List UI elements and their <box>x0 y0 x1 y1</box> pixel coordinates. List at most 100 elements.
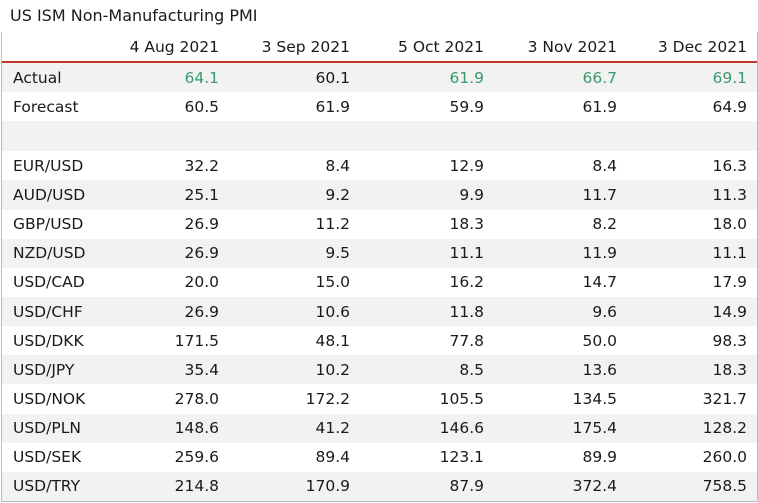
table-cell: 11.3 <box>627 180 757 210</box>
table-row: EUR/USD 32.2 8.4 12.9 8.4 16.3 <box>2 151 757 180</box>
row-label: USD/DKK <box>13 331 84 350</box>
table-cell: 175.4 <box>494 413 627 443</box>
table-cell: 16.3 <box>712 156 747 175</box>
table-cell: 12.9 <box>449 156 484 175</box>
table-cell: 50.0 <box>582 331 617 350</box>
table-cell: 14.7 <box>582 273 617 292</box>
table-cell: 9.9 <box>360 180 494 210</box>
row-label: EUR/USD <box>13 156 84 175</box>
column-header: 3 Dec 2021 <box>627 32 757 63</box>
table-cell: 8.5 <box>360 355 494 385</box>
table-cell: 26.9 <box>111 238 229 268</box>
table-cell: 77.8 <box>449 331 484 350</box>
row-label: USD/CHF <box>2 296 111 327</box>
column-header: 3 Nov 2021 <box>494 32 627 63</box>
table-cell: 26.9 <box>111 296 229 327</box>
table-cell: 372.4 <box>494 471 627 501</box>
row-label: AUD/USD <box>2 180 111 210</box>
table-cell: 11.8 <box>360 296 494 327</box>
table-row: USD/NOK 278.0 172.2 105.5 134.5 321.7 <box>2 384 757 413</box>
table-row: AUD/USD 25.1 9.2 9.9 11.7 11.3 <box>2 180 757 210</box>
table-cell: 59.9 <box>449 97 484 116</box>
table-cell: 35.4 <box>111 355 229 385</box>
table-row-actual: Actual 64.1 60.1 61.9 66.7 69.1 <box>2 62 757 93</box>
table-cell: 18.3 <box>449 215 484 234</box>
table-cell: 26.9 <box>184 215 219 234</box>
table-cell: 11.9 <box>494 238 627 268</box>
column-header: 4 Aug 2021 <box>111 32 229 63</box>
table-cell: 89.4 <box>315 448 350 467</box>
header-corner <box>2 32 111 63</box>
pmi-table: 4 Aug 2021 3 Sep 2021 5 Oct 2021 3 Nov 2… <box>2 32 757 501</box>
table-cell: 48.1 <box>315 331 350 350</box>
table-cell: 60.1 <box>229 62 360 93</box>
row-label: GBP/USD <box>13 215 84 234</box>
table-cell: 32.2 <box>184 156 219 175</box>
table-cell: 9.5 <box>229 238 360 268</box>
table-cell: 17.9 <box>712 273 747 292</box>
row-label: USD/JPY <box>2 355 111 385</box>
row-label: USD/CAD <box>13 273 85 292</box>
table-row: USD/JPY 35.4 10.2 8.5 13.6 18.3 <box>2 355 757 385</box>
table-row: USD/PLN 148.6 41.2 146.6 175.4 128.2 <box>2 413 757 443</box>
row-label: Actual <box>2 62 111 93</box>
table-row-forecast: Forecast 60.5 61.9 59.9 61.9 64.9 <box>2 92 757 121</box>
table-cell: 18.3 <box>627 355 757 385</box>
table-cell: 148.6 <box>111 413 229 443</box>
table-cell: 172.2 <box>305 389 350 408</box>
table-cell: 20.0 <box>184 273 219 292</box>
table-cell: 66.7 <box>494 62 627 93</box>
table-cell: 11.1 <box>360 238 494 268</box>
table-cell: 260.0 <box>702 448 747 467</box>
table-cell: 8.4 <box>592 156 617 175</box>
data-table-frame: 4 Aug 2021 3 Sep 2021 5 Oct 2021 3 Nov 2… <box>1 32 758 502</box>
table-cell <box>627 121 757 152</box>
table-cell: 64.9 <box>712 97 747 116</box>
table-cell <box>111 121 229 152</box>
table-cell: 61.9 <box>582 97 617 116</box>
table-cell <box>494 121 627 152</box>
table-cell: 134.5 <box>572 389 617 408</box>
table-cell: 123.1 <box>439 448 484 467</box>
table-cell: 18.0 <box>712 215 747 234</box>
table-row: USD/TRY 214.8 170.9 87.9 372.4 758.5 <box>2 471 757 501</box>
table-row: USD/SEK 259.6 89.4 123.1 89.9 260.0 <box>2 443 757 472</box>
table-row: USD/DKK 171.5 48.1 77.8 50.0 98.3 <box>2 326 757 355</box>
column-header: 3 Sep 2021 <box>229 32 360 63</box>
table-cell: 13.6 <box>494 355 627 385</box>
table-cell: 758.5 <box>627 471 757 501</box>
table-cell: 170.9 <box>229 471 360 501</box>
header-row: 4 Aug 2021 3 Sep 2021 5 Oct 2021 3 Nov 2… <box>2 32 757 63</box>
column-header: 5 Oct 2021 <box>360 32 494 63</box>
table-cell: 259.6 <box>174 448 219 467</box>
row-label: USD/SEK <box>13 448 82 467</box>
row-label <box>2 121 111 152</box>
table-cell: 128.2 <box>627 413 757 443</box>
table-cell: 25.1 <box>111 180 229 210</box>
table-row: NZD/USD 26.9 9.5 11.1 11.9 11.1 <box>2 238 757 268</box>
table-cell: 41.2 <box>229 413 360 443</box>
table-title: US ISM Non-Manufacturing PMI <box>10 6 258 25</box>
table-cell: 61.9 <box>360 62 494 93</box>
table-cell: 15.0 <box>315 273 350 292</box>
table-cell: 98.3 <box>712 331 747 350</box>
table-row-spacer <box>2 121 757 152</box>
table-row: USD/CAD 20.0 15.0 16.2 14.7 17.9 <box>2 268 757 297</box>
table-cell: 9.2 <box>229 180 360 210</box>
table-cell: 89.9 <box>582 448 617 467</box>
table-cell: 11.2 <box>315 215 350 234</box>
table-cell: 87.9 <box>360 471 494 501</box>
row-label: NZD/USD <box>2 238 111 268</box>
table-row: GBP/USD 26.9 11.2 18.3 8.2 18.0 <box>2 210 757 239</box>
row-label: USD/NOK <box>13 389 86 408</box>
table-cell: 14.9 <box>627 296 757 327</box>
row-label: USD/PLN <box>2 413 111 443</box>
table-cell: 171.5 <box>174 331 219 350</box>
table-cell: 11.1 <box>627 238 757 268</box>
row-label: Forecast <box>13 97 79 116</box>
table-row: USD/CHF 26.9 10.6 11.8 9.6 14.9 <box>2 296 757 327</box>
table-cell <box>360 121 494 152</box>
table-cell: 16.2 <box>449 273 484 292</box>
table-cell: 321.7 <box>702 389 747 408</box>
table-cell: 60.5 <box>184 97 219 116</box>
